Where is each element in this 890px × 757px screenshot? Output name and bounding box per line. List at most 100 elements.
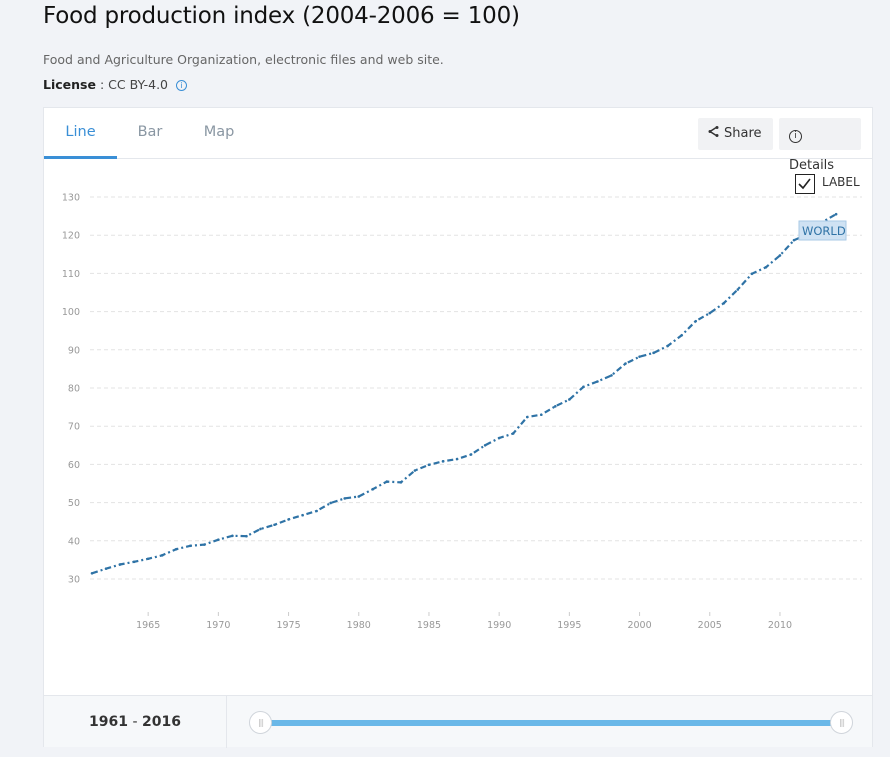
y-tick-label: 130: [62, 193, 80, 204]
info-icon: i: [789, 130, 802, 143]
data-point-1972: [245, 534, 248, 538]
chart-card: Line Bar Map Share i Details 30 40 50 60 70 80…: [43, 107, 873, 748]
data-point-1987: [455, 457, 459, 461]
data-point-1969: [203, 543, 206, 546]
page-title: Food production index (2004-2006 = 100): [43, 3, 520, 29]
data-point-1967: [174, 547, 178, 551]
y-tick-label: 40: [68, 536, 80, 547]
data-point-2006: [722, 301, 726, 305]
range-separator: -: [128, 714, 142, 730]
data-point-1995: [568, 398, 571, 401]
series-points: [90, 212, 838, 575]
share-label: Share: [724, 126, 762, 141]
data-point-2003: [680, 333, 683, 337]
details-button[interactable]: i Details: [779, 118, 861, 173]
data-point-1985: [427, 463, 431, 467]
data-point-1983: [399, 481, 403, 484]
y-tick-label: 110: [62, 269, 80, 280]
data-point-1990: [497, 436, 501, 440]
series-line-world: [91, 213, 837, 575]
share-icon: [708, 118, 719, 150]
data-point-1994: [554, 405, 557, 408]
x-tick-label: 1970: [206, 620, 230, 631]
data-point-1978: [329, 501, 332, 505]
data-point-1964: [132, 560, 136, 564]
x-tick-label: 1985: [417, 620, 441, 631]
y-tick-label: 30: [68, 575, 80, 586]
data-point-1999: [624, 362, 627, 365]
data-point-1961: [90, 571, 94, 575]
data-point-1997: [596, 380, 599, 383]
year-range-readout: 1961 - 2016: [44, 696, 227, 748]
y-tick-label: 60: [68, 460, 80, 471]
data-point-2001: [652, 351, 655, 355]
data-point-1974: [273, 523, 276, 527]
data-point-1962: [104, 567, 108, 570]
data-point-1984: [413, 469, 417, 472]
data-point-1975: [287, 518, 290, 521]
y-tick-label: 100: [62, 307, 80, 318]
license-value: CC BY-4.0: [108, 77, 169, 92]
label-toggle-text: LABEL: [822, 175, 860, 189]
data-point-2000: [638, 355, 641, 358]
share-button[interactable]: Share: [698, 118, 773, 150]
data-point-2009: [764, 265, 768, 269]
license-line: License : CC BY-4.0 i: [43, 77, 188, 92]
x-tick-label: 1965: [136, 620, 160, 631]
range-start: 1961: [89, 714, 129, 730]
y-tick-label: 120: [62, 231, 80, 242]
data-point-1993: [539, 413, 543, 417]
data-point-1981: [371, 487, 375, 491]
range-footer: 1961 - 2016 ||| |||: [44, 695, 872, 748]
label-checkbox[interactable]: [795, 174, 815, 194]
data-point-1991: [511, 432, 515, 435]
data-point-2008: [750, 272, 754, 276]
data-point-1992: [525, 415, 529, 419]
data-point-2010: [778, 254, 782, 257]
x-tick-label: 2005: [698, 620, 722, 631]
data-point-2011: [792, 238, 796, 242]
y-axis-ticks: 30 40 50 60 70 80 90 100 110 120 130: [62, 193, 80, 586]
data-point-1970: [217, 538, 220, 541]
data-point-1965: [146, 557, 150, 561]
tab-bar[interactable]: Bar: [137, 124, 163, 140]
y-tick-label: 70: [68, 422, 80, 433]
data-point-1979: [343, 497, 347, 500]
x-tick-label: 1995: [557, 620, 581, 631]
y-tick-label: 50: [68, 498, 80, 509]
y-tick-label: 90: [68, 345, 80, 356]
tab-line[interactable]: Line: [44, 108, 117, 159]
data-point-1973: [259, 527, 262, 531]
range-end: 2016: [141, 714, 181, 730]
y-tick-label: 80: [68, 384, 80, 395]
data-point-2002: [666, 344, 669, 348]
data-point-1976: [301, 513, 304, 517]
range-slider-end-handle[interactable]: |||: [830, 711, 853, 734]
x-tick-label: 2000: [627, 620, 651, 631]
data-point-1988: [469, 453, 473, 456]
license-label: License: [43, 77, 96, 92]
source-text: Food and Agriculture Organization, elect…: [43, 52, 444, 67]
tab-map[interactable]: Map: [203, 124, 235, 140]
range-slider-track[interactable]: [270, 720, 841, 726]
details-label: Details: [789, 158, 835, 173]
x-axis-ticks: 1965 1970 1975 1980 1985 1990 1995 2000 2005 2010: [136, 612, 792, 631]
data-point-2004: [694, 319, 698, 323]
license-info-icon[interactable]: i: [176, 80, 188, 91]
x-tick-label: 2010: [768, 620, 792, 631]
data-point-1989: [483, 444, 487, 447]
data-point-1998: [610, 374, 613, 377]
x-tick-label: 1990: [487, 620, 511, 631]
data-point-1963: [118, 563, 122, 566]
data-point-1996: [582, 385, 585, 389]
license-separator: :: [95, 77, 109, 92]
data-point-2005: [708, 311, 712, 315]
data-point-2007: [736, 288, 740, 291]
series-label-world: WORLD: [798, 220, 847, 241]
data-point-1982: [385, 480, 389, 483]
data-point-1968: [188, 544, 192, 548]
checkmark-icon: [798, 178, 811, 190]
range-slider-start-handle[interactable]: |||: [249, 711, 272, 734]
data-point-1971: [231, 534, 234, 538]
